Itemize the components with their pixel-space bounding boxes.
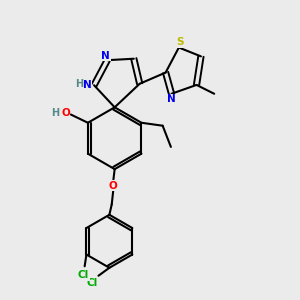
Text: O: O (61, 108, 70, 118)
Text: N: N (167, 94, 175, 104)
Text: N: N (83, 80, 92, 90)
Text: Cl: Cl (78, 270, 89, 280)
Text: H: H (51, 108, 60, 118)
Text: N: N (101, 51, 110, 61)
Text: O: O (109, 181, 118, 191)
Text: H: H (75, 79, 83, 89)
Text: Cl: Cl (86, 278, 97, 287)
Text: S: S (177, 37, 184, 47)
